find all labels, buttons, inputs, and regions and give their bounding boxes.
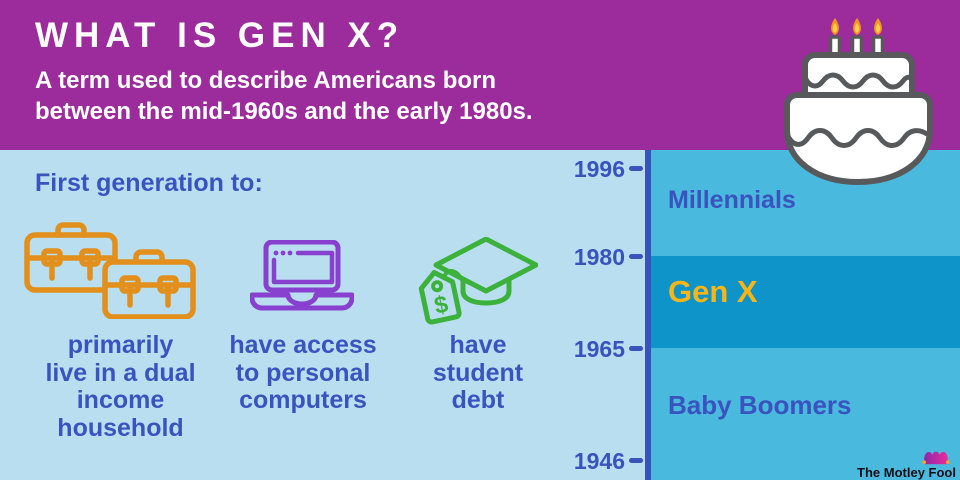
year-label-1980: 1980 — [573, 244, 625, 270]
motley-fool-logo: The Motley Fool — [850, 437, 956, 480]
graduation-cap-price-tag-icon: $ — [418, 237, 538, 325]
fact-line: to personal — [235, 358, 371, 387]
band-label-millennials: Millennials — [668, 186, 796, 214]
year-label-1946: 1946 — [573, 448, 625, 474]
subtitle-line-1: A term used to describe Americans born — [35, 67, 497, 94]
header-banner: WHAT IS GEN X? A term used to describe A… — [0, 0, 960, 150]
fact-line: debt — [451, 386, 505, 414]
subtitle-line-2: between the mid-1960s and the early 1980… — [35, 97, 533, 125]
generation-timeline: Millennials Gen X Baby Boomers — [651, 150, 960, 480]
axis-tick-1980 — [629, 254, 643, 259]
axis-tick-1946 — [629, 458, 643, 463]
laptop-icon — [250, 240, 354, 311]
svg-text:$: $ — [432, 291, 451, 320]
axis-tick-1965 — [629, 346, 643, 351]
fact-line: computers — [239, 386, 367, 414]
fact-line: primarily — [67, 331, 174, 359]
jester-hat-icon — [922, 451, 950, 465]
fact-line: live in a dual — [45, 358, 196, 387]
section-heading: First generation to: — [35, 169, 263, 197]
page-subtitle: A term used to describe Americans born b… — [35, 66, 533, 127]
fact-line: household — [57, 413, 184, 442]
candle-flames — [831, 18, 882, 35]
fact-line: have — [449, 331, 507, 359]
axis-tick-1996 — [629, 166, 643, 171]
band-label-baby-boomers: Baby Boomers — [668, 390, 852, 420]
year-label-1965: 1965 — [573, 336, 625, 362]
fact-personal-computers: have access to personal computers — [217, 331, 389, 415]
fact-line: income — [76, 386, 165, 414]
birthday-cake-icon — [784, 18, 933, 185]
dual-briefcase-icon — [24, 222, 196, 319]
timeline-axis — [645, 150, 651, 480]
band-label-genx: Gen X — [668, 274, 758, 309]
genx-band — [651, 256, 960, 348]
fact-line: student — [432, 358, 524, 387]
fact-dual-income: primarily live in a dual income househol… — [18, 331, 223, 442]
brand-name: The Motley Fool — [857, 465, 956, 480]
fact-student-debt: have student debt — [410, 331, 546, 415]
year-label-1996: 1996 — [573, 156, 625, 182]
fact-line: have access — [229, 331, 377, 359]
page-title: WHAT IS GEN X? — [35, 16, 405, 55]
